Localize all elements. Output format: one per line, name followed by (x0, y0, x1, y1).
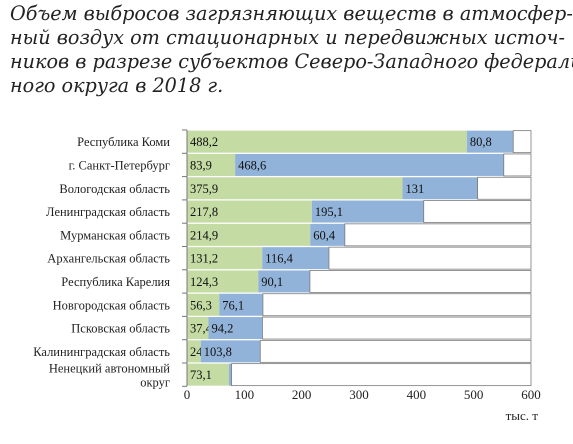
category-label-10: Ненецкий автономный (49, 362, 170, 376)
bar-segment-s3-1 (503, 153, 532, 177)
bar-segment-s2-3 (311, 200, 424, 223)
bar-segment-s3-3 (423, 200, 532, 223)
bar-segment-s1-6 (187, 270, 259, 293)
x-tick-label: 0 (184, 387, 191, 402)
bar-segment-s2-7 (219, 293, 263, 316)
bar-segment-s2-2 (402, 177, 478, 200)
data-label-s1-4: 214,9 (190, 228, 218, 242)
category-label-7: Новгородская область (53, 298, 171, 312)
bar-segment-s1-1 (187, 153, 236, 176)
category-label-6: Республика Карелия (61, 275, 170, 289)
bar-segment-s1-8 (187, 317, 209, 340)
bar-segment-s3-7 (262, 293, 532, 317)
data-label-s1-0: 488,2 (190, 135, 218, 149)
bar-segment-s3-6 (309, 270, 532, 293)
bar-segment-s2-9 (200, 340, 261, 363)
data-label-s1-7: 56,3 (190, 298, 212, 312)
bar-segment-s3-2 (477, 176, 532, 200)
data-label-s2-3: 195,1 (315, 205, 343, 219)
bar-segment-s1-4 (187, 223, 311, 246)
bar-segment-s3-8 (262, 316, 532, 340)
bar-segment-s2-10 (228, 363, 232, 386)
chart-title-line: ников в разрезе субъектов Северо-Западно… (10, 50, 573, 73)
data-label-s1-3: 217,8 (190, 205, 218, 219)
bar-segment-s3-5 (328, 246, 532, 270)
bar-segment-s1-3 (187, 200, 312, 223)
category-label-2: Вологодская область (59, 182, 170, 196)
x-tick-label: 300 (349, 387, 369, 402)
x-tick-label: 200 (292, 387, 312, 402)
data-label-s2-4: 60,4 (313, 228, 336, 242)
data-label-s2-8: 94,2 (211, 322, 233, 336)
category-label-9: Калининградская область (33, 345, 170, 359)
data-label-s1-5: 131,2 (190, 252, 218, 266)
x-tick-label: 500 (464, 387, 484, 402)
bar-segment-s2-1 (235, 153, 504, 176)
bar-segment-s2-0 (466, 130, 514, 153)
bar-segment-s3-10 (231, 363, 532, 387)
category-label-4: Мурманская область (60, 228, 170, 242)
chart-title-line: Объем выбросов загрязняющих веществ в ат… (10, 2, 573, 25)
bar-segment-s1-7 (187, 293, 220, 316)
data-label-s1-2: 375,9 (190, 182, 218, 196)
data-label-s1-9: 24 (190, 345, 203, 359)
data-label-s1-6: 124,3 (190, 275, 218, 289)
bar-segment-s1-10 (187, 363, 229, 386)
data-label-s2-6: 90,1 (261, 275, 283, 289)
chart-title: Объем выбросов загрязняющих веществ в ат… (10, 2, 573, 98)
data-label-s2-5: 116,4 (265, 252, 293, 266)
bar-segment-s3-9 (259, 339, 532, 363)
category-label-5: Архангельская область (47, 252, 170, 266)
x-tick-label: 100 (235, 387, 255, 402)
bar-segment-s2-6 (258, 270, 310, 293)
category-label-10: округ (140, 376, 170, 390)
bar-segment-s1-5 (187, 247, 263, 270)
x-tick-label: 600 (521, 387, 541, 402)
category-label-1: г. Санкт-Петербург (69, 158, 170, 172)
bar-segment-s2-4 (310, 223, 345, 246)
bar-segment-s1-2 (187, 177, 403, 200)
bar-segment-s3-0 (512, 130, 532, 154)
bar-segment-s1-0 (187, 130, 467, 153)
category-label-3: Ленинградская область (46, 205, 170, 219)
data-label-s2-0: 80,8 (470, 135, 492, 149)
x-tick-label: 400 (407, 387, 427, 402)
chart-title-line: ный воздух от стационарных и передвижных… (10, 26, 565, 49)
chart-title-line: ного округа в 2018 г. (10, 74, 224, 97)
bar-segment-s2-8 (208, 317, 263, 340)
data-label-s2-1: 468,6 (238, 158, 266, 172)
bar-segment-s3-4 (344, 223, 532, 247)
bar-segment-s2-5 (262, 247, 329, 270)
category-label-0: Республика Коми (77, 135, 170, 149)
bar-segment-s1-9 (187, 340, 201, 363)
data-label-s1-1: 83,9 (190, 158, 212, 172)
data-label-s2-2: 131 (406, 182, 425, 196)
category-label-8: Псковская область (71, 322, 170, 336)
data-label-s1-10: 73,1 (190, 368, 212, 382)
x-axis-unit: тыс. т (506, 408, 539, 423)
data-label-s2-7: 76,1 (222, 298, 244, 312)
data-label-s1-8: 37,4 (190, 322, 213, 336)
data-label-s2-9: 103,8 (204, 345, 232, 359)
